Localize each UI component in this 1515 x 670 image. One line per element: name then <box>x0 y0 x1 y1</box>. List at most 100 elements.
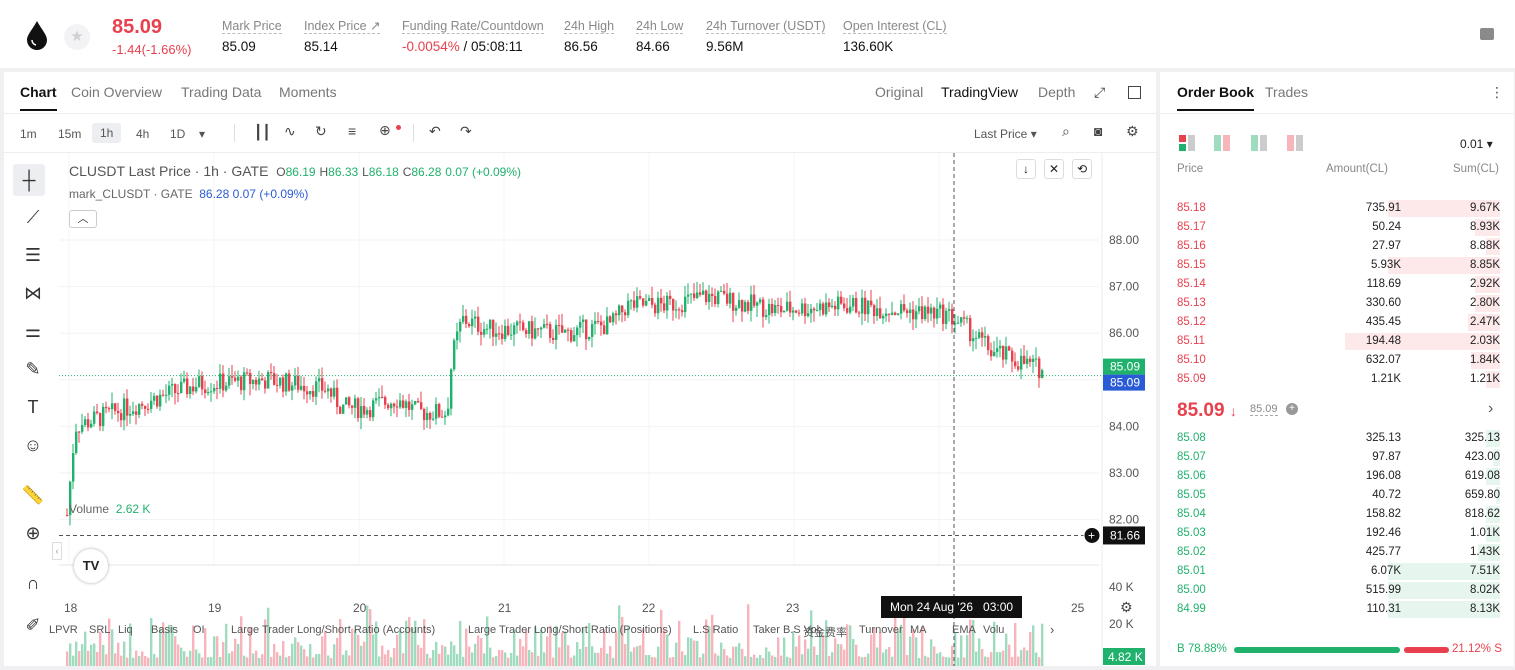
chevron-right-icon[interactable]: › <box>1488 400 1494 417</box>
tab-original[interactable]: Original <box>875 84 924 100</box>
fib-lines-icon[interactable]: ☰ <box>24 245 42 265</box>
search-icon[interactable]: ⌕ <box>1062 123 1070 139</box>
view-bids-icon[interactable] <box>1251 135 1267 151</box>
indicator-13[interactable]: Volu <box>983 624 1005 636</box>
candle-body <box>780 305 783 313</box>
candle-body <box>405 401 408 408</box>
volume-bar <box>945 657 948 666</box>
bid-row[interactable]: 85.02 425.77 1.43K <box>1160 543 1514 562</box>
precision-select[interactable]: 0.01 ▾ <box>1460 137 1493 151</box>
indicator-12[interactable]: EMA <box>952 624 976 636</box>
indicator-7[interactable]: L.S Ratio <box>693 624 739 636</box>
zoom-in-icon[interactable]: ⊕ <box>25 523 41 543</box>
bid-row[interactable]: 85.06 196.08 619.08 <box>1160 467 1514 486</box>
emoji-icon[interactable]: ☺ <box>23 435 43 455</box>
bid-row[interactable]: 85.05 40.72 659.80 <box>1160 486 1514 505</box>
ask-row[interactable]: 85.09 1.21K 1.21K <box>1160 370 1514 389</box>
ask-row[interactable]: 85.14 118.69 2.92K <box>1160 275 1514 294</box>
info-icon[interactable]: + <box>1286 403 1298 415</box>
indicator-3[interactable]: Basis <box>151 624 178 636</box>
window-icon[interactable] <box>1128 86 1141 99</box>
pencil-icon[interactable]: ✐ <box>25 615 41 635</box>
view-both-icon[interactable] <box>1179 135 1195 151</box>
bid-row[interactable]: 85.00 515.99 8.02K <box>1160 581 1514 600</box>
collapse-icon[interactable]: ✕ <box>1044 159 1064 179</box>
ask-row[interactable]: 85.17 50.24 8.93K <box>1160 218 1514 237</box>
volume-bar <box>852 638 855 666</box>
tab-chart[interactable]: Chart <box>20 84 57 111</box>
more-icon[interactable]: ⋮ <box>1490 84 1504 100</box>
scroll-down-icon[interactable]: ↓ <box>1016 159 1036 179</box>
tab-tradingview[interactable]: TradingView <box>941 84 1019 100</box>
view-asks-icon[interactable] <box>1287 135 1303 151</box>
bid-row[interactable]: 85.07 97.87 423.00 <box>1160 448 1514 467</box>
tab-depth[interactable]: Depth <box>1038 84 1076 100</box>
candle-body <box>966 318 969 320</box>
interval-15m[interactable]: 15m <box>58 127 82 141</box>
ask-row[interactable]: 85.12 435.45 2.47K <box>1160 313 1514 332</box>
scroll-left-icon[interactable]: ‹ <box>52 542 62 560</box>
axis-settings-icon[interactable]: ⚙ <box>1120 599 1133 615</box>
ask-row[interactable]: 85.13 330.60 2.80K <box>1160 294 1514 313</box>
indicator-4[interactable]: OI <box>193 624 205 636</box>
expand-icon[interactable]: ⤢ <box>1094 84 1106 100</box>
ask-row[interactable]: 85.11 194.48 2.03K <box>1160 332 1514 351</box>
bid-row[interactable]: 84.99 110.31 8.13K <box>1160 600 1514 619</box>
ask-row[interactable]: 85.10 632.07 1.84K <box>1160 351 1514 370</box>
forecast-icon[interactable]: ⚌ <box>24 321 42 341</box>
trend-line-icon[interactable]: ⟋ <box>26 207 40 227</box>
tab-trades[interactable]: Trades <box>1265 84 1309 100</box>
favorite-star-icon[interactable]: ★ <box>64 24 90 50</box>
interval-dropdown-icon[interactable]: ▾ <box>199 127 206 141</box>
stat-index-price[interactable]: Index Price ↗ 85.14 <box>304 19 381 54</box>
crosshair-icon[interactable]: ┼ <box>13 164 45 196</box>
price-chart[interactable]: 88.0087.0086.0085.0084.0083.0082.0085.09… <box>59 153 1156 666</box>
volume-bar <box>876 647 879 666</box>
candle-type-icon[interactable]: ┃┃ <box>254 124 271 140</box>
indicator-10[interactable]: Turnover <box>859 624 903 636</box>
redo-icon[interactable]: ↷ <box>460 123 472 139</box>
bid-row[interactable]: 85.03 192.46 1.01K <box>1160 524 1514 543</box>
bid-row[interactable]: 85.01 6.07K 7.51K <box>1160 562 1514 581</box>
tab-order-book[interactable]: Order Book <box>1177 84 1255 111</box>
price-type-select[interactable]: Last Price ▾ <box>974 127 1037 141</box>
interval-1h[interactable]: 1h <box>92 123 122 143</box>
gear-icon[interactable]: ⚙ <box>1126 123 1139 139</box>
indicator-2[interactable]: Liq <box>118 624 133 636</box>
indicator-9[interactable]: 资金费率 <box>803 627 847 639</box>
indicator-1[interactable]: SRL <box>89 624 111 636</box>
indicator-0[interactable]: LPVR <box>49 624 78 636</box>
indicator-11[interactable]: MA <box>910 624 927 636</box>
magnet-icon[interactable]: ∩ <box>26 573 40 593</box>
refresh-icon[interactable]: ↻ <box>315 123 327 139</box>
bid-row[interactable]: 85.04 158.82 818.62 <box>1160 505 1514 524</box>
interval-1m[interactable]: 1m <box>20 127 37 141</box>
brush-icon[interactable]: ✎ <box>25 359 41 379</box>
ask-row[interactable]: 85.15 5.93K 8.85K <box>1160 256 1514 275</box>
sync-icon[interactable]: ⟲ <box>1072 159 1092 179</box>
view-split-icon[interactable] <box>1214 135 1230 151</box>
tab-moments[interactable]: Moments <box>279 84 337 100</box>
ask-row[interactable]: 85.18 735.91 9.67K <box>1160 199 1514 218</box>
indicator-5[interactable]: Large Trader Long/Short Ratio (Accounts) <box>231 624 436 636</box>
indicator-next-icon[interactable]: › <box>1050 622 1055 637</box>
list-icon[interactable]: ≡ <box>348 123 357 139</box>
add-order-icon[interactable] <box>1083 526 1101 544</box>
undo-icon[interactable]: ↶ <box>429 123 441 139</box>
interval-4h[interactable]: 4h <box>136 127 150 141</box>
pattern-icon[interactable]: ⋈ <box>24 283 42 303</box>
camera-icon[interactable]: ◙ <box>1094 123 1103 139</box>
indicators-icon[interactable]: ∿ <box>284 123 296 139</box>
book-icon[interactable] <box>1480 28 1494 40</box>
indicator-6[interactable]: Large Trader Long/Short Ratio (Positions… <box>468 624 672 636</box>
tab-coin-overview[interactable]: Coin Overview <box>71 84 163 100</box>
collapse-legend-button[interactable]: ︿ <box>69 210 97 228</box>
ask-row[interactable]: 85.16 27.97 8.88K <box>1160 237 1514 256</box>
ruler-icon[interactable]: 📏 <box>21 485 45 505</box>
text-tool-icon[interactable]: T <box>27 397 39 417</box>
interval-1d[interactable]: 1D <box>170 127 186 141</box>
indicator-8[interactable]: Taker B.S Vol. <box>753 624 823 636</box>
add-alert-icon[interactable]: ⊕ <box>379 122 391 138</box>
tab-trading-data[interactable]: Trading Data <box>181 84 262 100</box>
bid-row[interactable]: 85.08 325.13 325.13 <box>1160 429 1514 448</box>
